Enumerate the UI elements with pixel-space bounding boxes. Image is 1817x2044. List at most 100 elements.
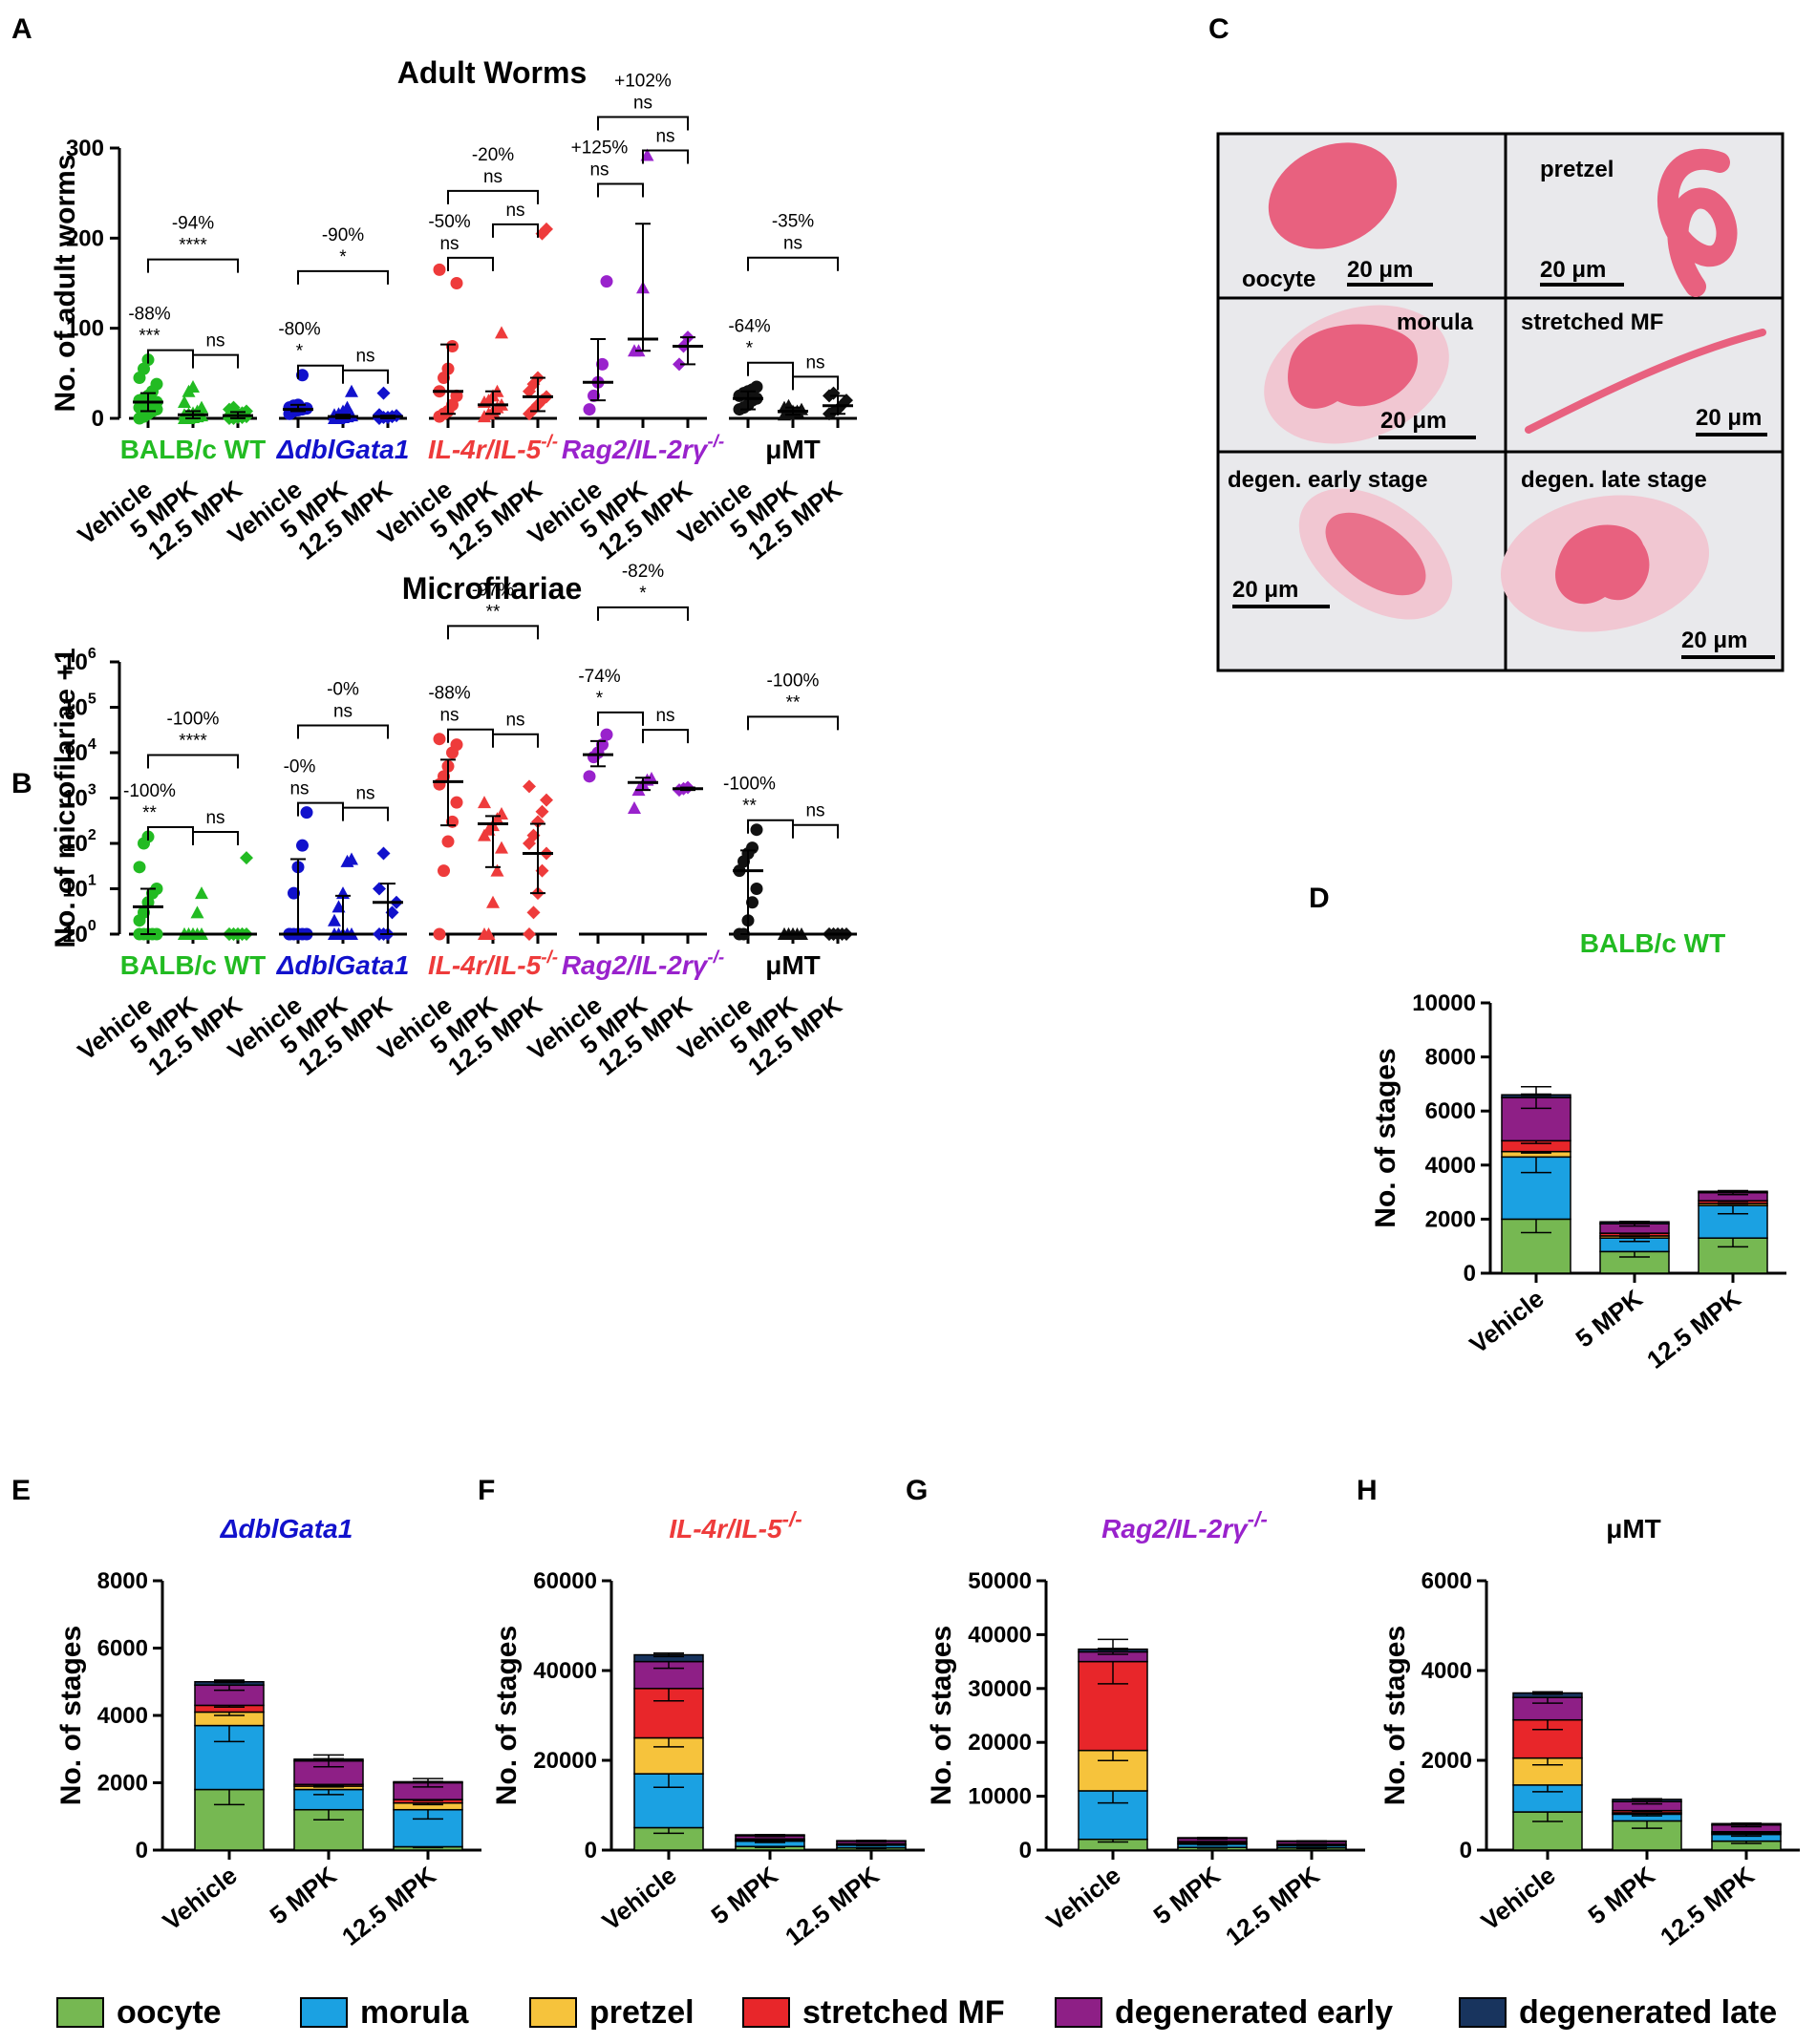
- data-point: [746, 896, 759, 909]
- y-axis-label: No. of microfilariae +1: [50, 648, 81, 947]
- chart-title-superscript: -/-: [1248, 1507, 1268, 1531]
- data-point: [523, 927, 536, 941]
- legend-swatch: [1459, 1997, 1507, 2028]
- data-point: [240, 851, 253, 865]
- y-tick-label: 50000: [968, 1568, 1032, 1594]
- percent-change: +125%: [571, 138, 629, 159]
- micro-label-oocyte: oocyte: [1242, 266, 1315, 292]
- comparison-bracket: [342, 369, 389, 384]
- y-tick-label: 104: [62, 736, 96, 766]
- x-category-label: Vehicle: [597, 1861, 682, 1936]
- data-point: [450, 277, 463, 289]
- bar-panel-e: ΔdblGata1 0 2000 4000 6000 8000 No. of stages V…: [55, 1514, 481, 1951]
- data-point: [495, 326, 508, 339]
- panel-label-f: F: [478, 1475, 495, 1506]
- group-label: Rag2/IL-2rγ-/-: [562, 432, 724, 464]
- significance: **: [142, 803, 157, 823]
- x-category-label: 12.5 MPK: [1220, 1861, 1325, 1951]
- group-label-text: μMT: [765, 950, 821, 980]
- y-tick-base: 10: [62, 877, 88, 903]
- y-tick-label: 102: [62, 827, 96, 857]
- significance: ns: [333, 701, 353, 721]
- y-tick-base: 10: [62, 740, 88, 766]
- significance: ****: [179, 236, 207, 256]
- comparison-bracket: [597, 116, 689, 131]
- pretzel-image: [1657, 149, 1738, 297]
- y-tick-label: 20000: [968, 1730, 1032, 1756]
- comparison-bracket: [147, 826, 194, 841]
- y-tick-label: 0: [136, 1838, 148, 1863]
- percent-change: -0%: [327, 679, 359, 699]
- chart-title: μMT: [1606, 1514, 1661, 1544]
- percent-change: -100%: [723, 775, 776, 795]
- x-category-label: 5 MPK: [1148, 1861, 1226, 1930]
- y-tick-label: 100: [62, 918, 96, 947]
- percent-change: -64%: [728, 317, 770, 337]
- percent-change: -90%: [322, 225, 364, 245]
- data-point: [133, 861, 146, 874]
- data-point: [150, 927, 163, 941]
- data-point: [296, 839, 309, 852]
- y-axis-label: No. of stages: [55, 1626, 87, 1805]
- legend-label: stretched MF: [802, 1994, 1005, 2031]
- legend-label: morula: [360, 1994, 469, 2031]
- comparison-bracket: [597, 182, 644, 198]
- data-point: [178, 395, 191, 409]
- percent-change: +102%: [614, 72, 672, 92]
- data-point: [373, 882, 386, 896]
- scalebar-label: 20 μm: [1681, 628, 1747, 653]
- stretched-mf-image: [1525, 329, 1766, 434]
- chart-title-text: IL-4r/IL-5: [669, 1514, 782, 1544]
- y-tick-label: 4000: [1422, 1658, 1472, 1684]
- legend-swatch: [300, 1997, 348, 2028]
- data-point: [840, 394, 853, 408]
- comparison-bracket: [447, 189, 539, 204]
- y-tick-label: 200: [66, 225, 104, 251]
- bar-panel-g: Rag2/IL-2rγ-/- 0 10000 20000 30000 40000 50000…: [926, 1507, 1365, 1951]
- chart-title-text: μMT: [1606, 1514, 1661, 1544]
- data-point: [195, 886, 208, 900]
- significance: ns: [289, 779, 309, 799]
- percent-change: -74%: [578, 667, 620, 687]
- comparison-bracket: [192, 831, 239, 846]
- legend: oocyte morula pretzel stretched MF degenerat…: [56, 1994, 1777, 2031]
- legend-swatch: [742, 1997, 790, 2028]
- data-point: [345, 384, 358, 397]
- percent-change: -97%: [472, 580, 514, 600]
- data-point: [750, 823, 763, 837]
- significance: ns: [805, 801, 824, 821]
- chart-title: IL-4r/IL-5-/-: [669, 1507, 802, 1544]
- data-point: [673, 357, 686, 372]
- group-label: IL-4r/IL-5-/-: [428, 432, 558, 464]
- panel-label-d: D: [1309, 883, 1330, 914]
- significance: ns: [655, 127, 674, 147]
- group-label: μMT: [765, 950, 821, 980]
- y-tick-label: 60000: [533, 1568, 597, 1594]
- chart-title-superscript: -/-: [782, 1507, 802, 1531]
- significance: *: [296, 342, 304, 362]
- data-point: [628, 801, 641, 815]
- comparison-bracket: [147, 349, 194, 364]
- x-category-label: 5 MPK: [1583, 1861, 1660, 1930]
- data-point: [441, 835, 455, 848]
- data-point: [495, 841, 508, 854]
- chart-title: Rag2/IL-2rγ-/-: [1101, 1507, 1268, 1544]
- y-tick-label: 8000: [1425, 1045, 1476, 1071]
- significance: ns: [505, 711, 524, 731]
- group-label-text: BALB/c WT: [120, 435, 266, 464]
- micro-label-degen-early: degen. early stage: [1228, 467, 1427, 493]
- comparison-bracket: [492, 223, 539, 238]
- comparison-bracket: [747, 256, 839, 271]
- y-tick-base: 10: [62, 922, 88, 947]
- data-point: [345, 852, 358, 865]
- data-point: [150, 883, 163, 895]
- y-tick-label: 4000: [1425, 1153, 1476, 1179]
- percent-change: -100%: [123, 781, 176, 801]
- percent-change: -88%: [128, 305, 170, 325]
- group-label: BALB/c WT: [120, 435, 266, 464]
